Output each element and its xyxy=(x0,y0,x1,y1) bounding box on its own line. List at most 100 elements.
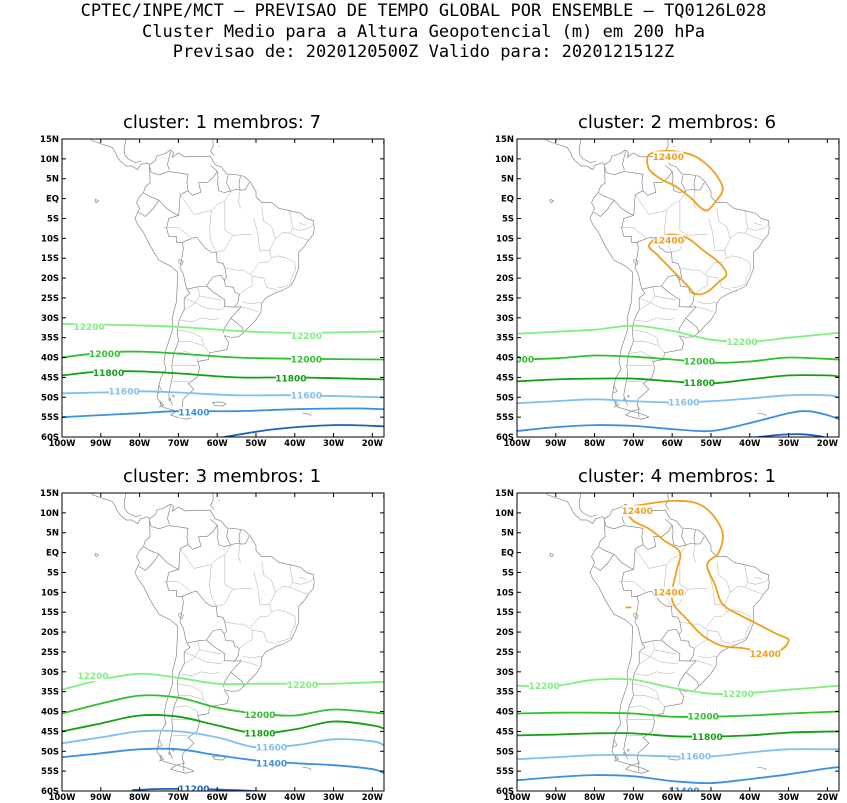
contour-11600 xyxy=(62,729,384,749)
lat-label: 35S xyxy=(41,688,59,698)
state-border xyxy=(250,218,272,275)
country-border xyxy=(206,634,240,662)
state-border xyxy=(178,695,204,700)
lat-label: 15S xyxy=(41,608,59,618)
lat-label: 5S xyxy=(502,214,514,224)
state-border xyxy=(238,543,241,563)
coastline xyxy=(89,493,150,525)
contour-12200 xyxy=(62,672,384,691)
lat-label: 10S xyxy=(41,588,59,598)
state-border xyxy=(184,651,225,665)
country-border xyxy=(678,672,687,688)
contour-label-11200: 11200 xyxy=(178,785,209,795)
country-border xyxy=(681,175,687,192)
state-border xyxy=(639,295,655,311)
contour-label-12000: 12000 xyxy=(291,356,322,366)
contour-11600 xyxy=(517,748,839,761)
country-border xyxy=(238,529,241,544)
map-frame xyxy=(516,492,840,792)
contour-12000 xyxy=(517,710,839,718)
contour-12000 xyxy=(62,694,384,717)
contour-label-bg xyxy=(93,367,124,379)
state-border xyxy=(696,306,713,313)
state-border xyxy=(697,301,717,305)
coastline xyxy=(302,412,312,417)
country-border xyxy=(661,280,695,308)
lon-label: 60W xyxy=(662,439,684,449)
lat-label: 55S xyxy=(41,767,59,777)
state-border xyxy=(177,683,210,707)
lon-label: 90W xyxy=(545,793,567,803)
contour-11800 xyxy=(517,730,839,738)
country-border xyxy=(665,518,705,547)
panel-4-title: cluster: 4 membros: 1 xyxy=(577,466,777,487)
lat-label: 50S xyxy=(41,747,59,757)
state-border xyxy=(633,695,659,700)
state-border xyxy=(242,301,262,305)
contour-label-11400: 11400 xyxy=(178,409,209,419)
coastline xyxy=(665,493,669,510)
lon-label: 50W xyxy=(245,439,267,449)
state-border xyxy=(299,222,307,226)
country-border xyxy=(665,164,705,193)
lat-label: 60S xyxy=(41,433,59,443)
state-border xyxy=(216,589,233,607)
contour-11800 xyxy=(62,714,384,735)
map-frame xyxy=(516,138,840,438)
contour-label-bg xyxy=(178,406,209,418)
country-border xyxy=(238,175,241,190)
state-border xyxy=(178,341,204,346)
lon-label: 50W xyxy=(700,793,722,803)
lon-label: 80W xyxy=(129,793,151,803)
lon-label: 40W xyxy=(739,793,761,803)
state-border xyxy=(271,609,297,625)
lat-label: 15N xyxy=(40,489,59,499)
state-border xyxy=(180,544,232,569)
island-outline xyxy=(211,401,227,407)
state-border xyxy=(164,227,191,238)
lat-label: EQ xyxy=(501,195,514,205)
contour-label-12400: 12400 xyxy=(653,589,684,599)
lake-outline xyxy=(168,752,172,756)
state-border xyxy=(241,306,258,313)
contour-label-bg xyxy=(622,505,653,517)
state-border xyxy=(707,275,733,292)
contour-11800 xyxy=(517,374,839,385)
state-border xyxy=(652,640,677,655)
contour-12400 xyxy=(646,150,724,212)
lat-label: 5N xyxy=(46,175,59,185)
lat-label: 10S xyxy=(41,234,59,244)
lat-label: 15N xyxy=(40,135,59,145)
lat-label: 5S xyxy=(47,568,59,578)
lon-label: 20W xyxy=(817,439,839,449)
lat-label: 15S xyxy=(496,608,514,618)
lat-label: EQ xyxy=(501,549,514,559)
country-border xyxy=(693,529,696,544)
state-border xyxy=(745,624,751,638)
coastline xyxy=(837,494,839,500)
contour-label-bg xyxy=(244,709,275,721)
state-border xyxy=(639,649,655,665)
state-border xyxy=(299,576,307,580)
lat-label: 50S xyxy=(496,393,514,403)
country-border xyxy=(642,525,673,550)
lat-label: 60S xyxy=(496,787,514,797)
state-border xyxy=(726,255,752,271)
contour-11200 xyxy=(218,424,384,437)
lat-label: 50S xyxy=(41,393,59,403)
lat-label: 60S xyxy=(41,787,59,797)
contour-label-bg xyxy=(668,396,699,408)
lake-outline xyxy=(633,612,639,620)
state-border xyxy=(744,232,764,241)
lat-label: 20S xyxy=(41,628,59,638)
contour-label-bg xyxy=(256,741,287,753)
header-line-1: CPTEC/INPE/MCT — PREVISAO DE TEMPO GLOBA… xyxy=(80,1,767,21)
coastline xyxy=(382,140,384,146)
lake-outline xyxy=(627,748,631,752)
state-border xyxy=(639,651,680,665)
contour-label-bg xyxy=(291,330,322,342)
contour-label-12400: 12400 xyxy=(653,237,684,247)
lat-label: 10N xyxy=(495,155,514,165)
lon-label: 30W xyxy=(323,793,345,803)
lat-label: 60S xyxy=(496,433,514,443)
